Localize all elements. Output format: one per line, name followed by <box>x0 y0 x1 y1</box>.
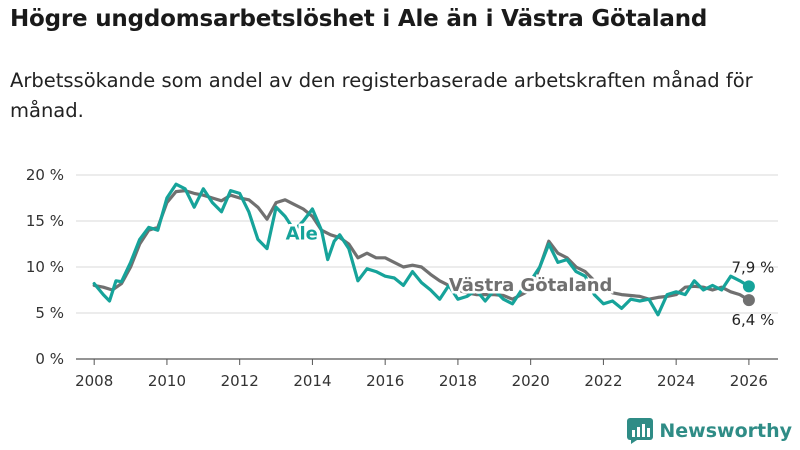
end-value-label-vastra-gotaland: 6,4 % <box>731 311 774 329</box>
chart-title: Högre ungdomsarbetslöshet i Ale än i Väs… <box>10 6 708 32</box>
x-tick-label: 2010 <box>148 372 186 390</box>
chart-subtitle: Arbetssökande som andel av den registerb… <box>10 69 753 122</box>
y-axis: 0 % 5 % 10 % 15 % 20 % <box>26 166 64 368</box>
x-tick-label: 2020 <box>512 372 550 390</box>
end-value-label-ale: 7,9 % <box>731 258 774 276</box>
x-tick-label: 2022 <box>584 372 622 390</box>
series-label-ale: Ale <box>286 223 318 244</box>
series-line-v-stra-g-taland <box>92 189 751 302</box>
series-line-ale <box>92 182 751 317</box>
series-endpoint-ale <box>742 280 755 293</box>
y-tick-label: 20 % <box>26 166 64 184</box>
brand-logo[interactable]: Newsworthy <box>627 418 792 444</box>
bar-chart-logo-icon <box>627 418 654 444</box>
x-tick-label: 2012 <box>221 372 259 390</box>
x-tick-label: 2026 <box>730 372 768 390</box>
series-label-vastra-gotaland: Västra Götaland <box>449 275 613 296</box>
brand-name: Newsworthy <box>659 420 792 442</box>
y-tick-label: 0 % <box>35 350 64 368</box>
x-tick-label: 2008 <box>75 372 113 390</box>
y-tick-label: 10 % <box>26 258 64 276</box>
series-endpoint-v-stra-g-taland <box>742 294 755 307</box>
x-tick-label: 2024 <box>657 372 695 390</box>
series-lines <box>92 182 755 317</box>
y-tick-label: 5 % <box>35 304 64 322</box>
y-tick-label: 15 % <box>26 212 64 230</box>
x-tick-label: 2018 <box>439 372 477 390</box>
gridlines <box>76 174 778 360</box>
series-labels: Ale Västra Götaland 7,9 % 6,4 % <box>283 221 774 329</box>
x-tick-label: 2014 <box>293 372 331 390</box>
x-axis: 2008 2010 2012 2014 2016 2018 2020 2022 2024 2026 <box>75 359 768 390</box>
x-tick-label: 2016 <box>366 372 404 390</box>
